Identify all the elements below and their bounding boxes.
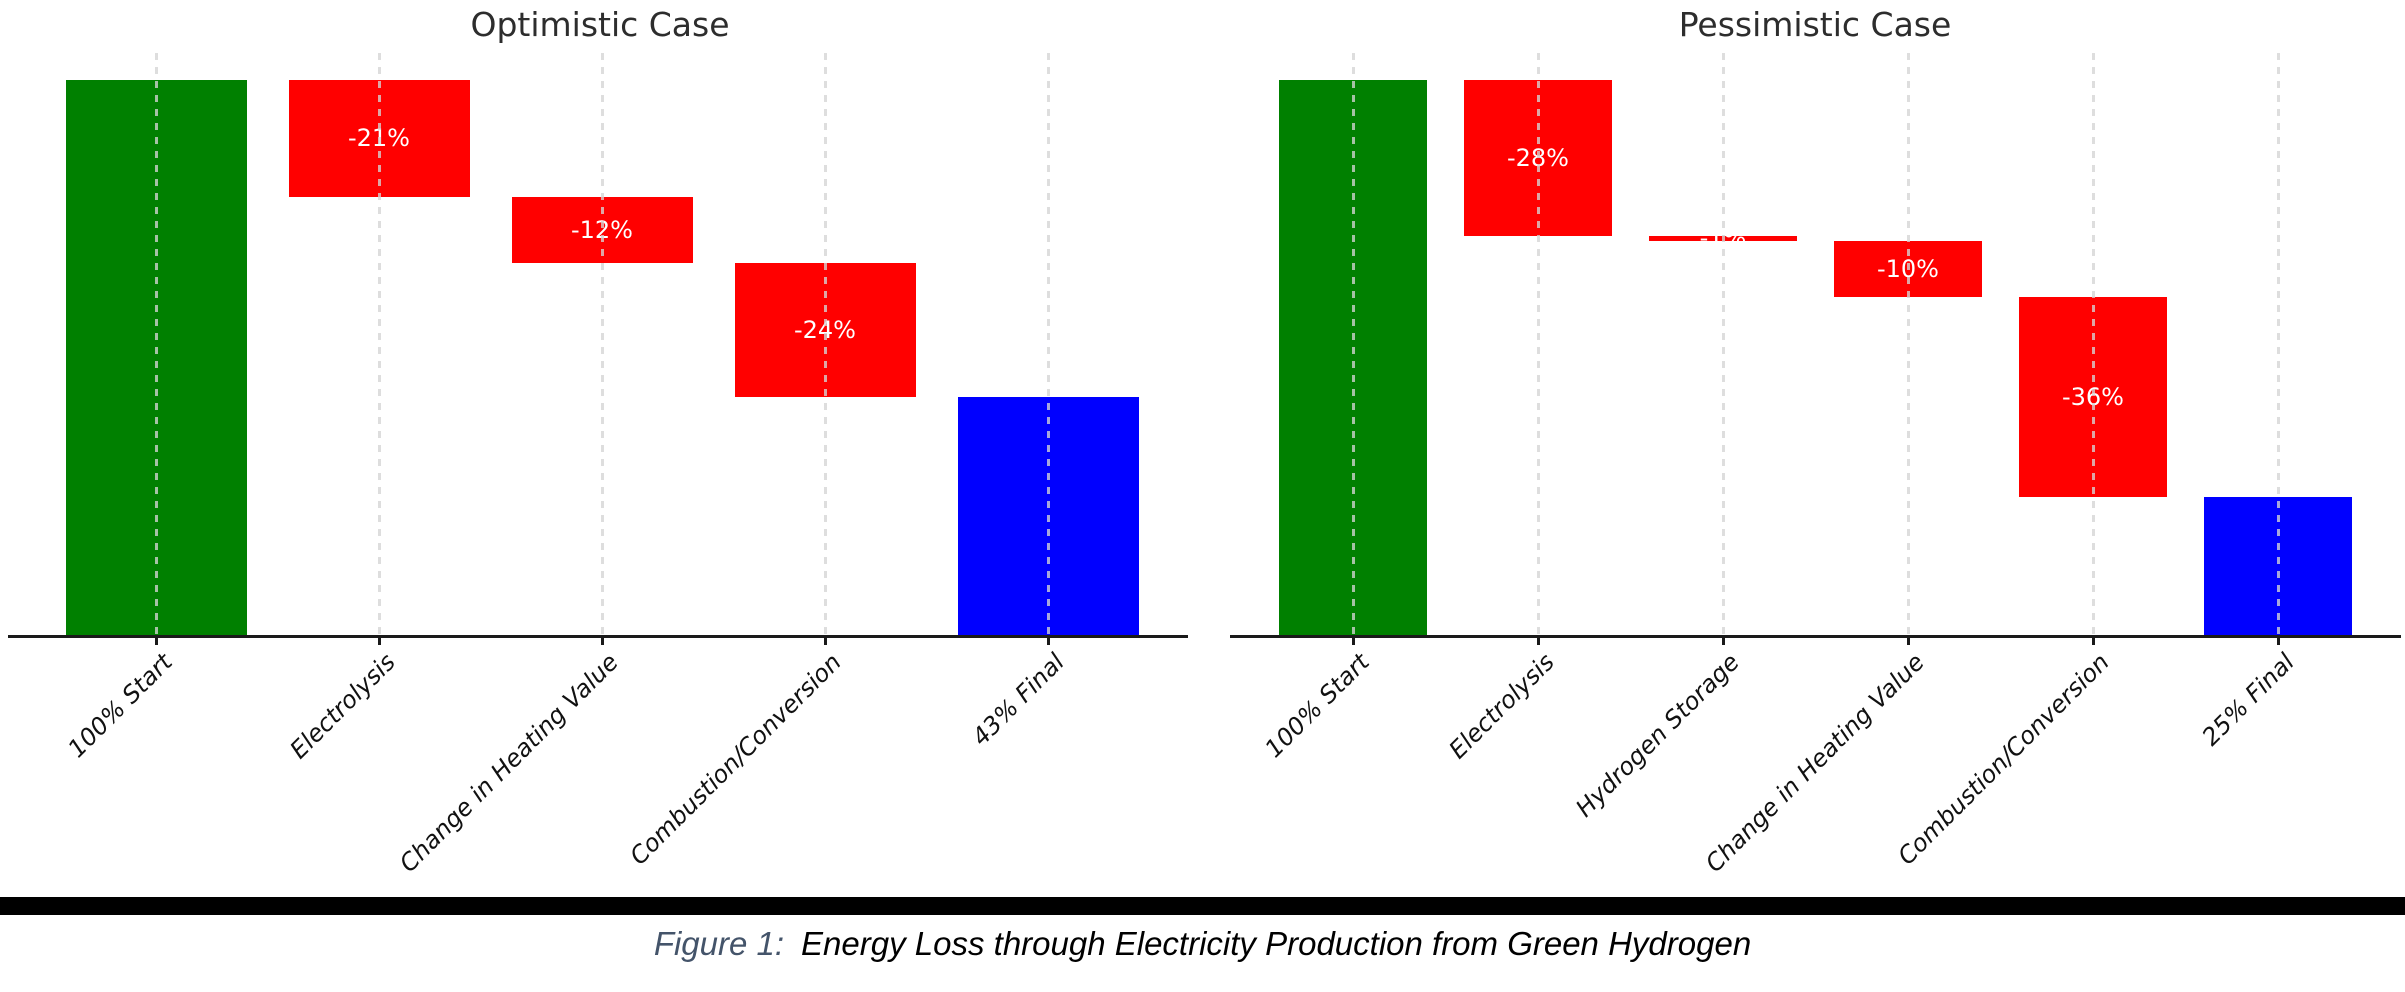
axis-tick — [377, 638, 381, 645]
caption-text: Energy Loss through Electricity Producti… — [801, 925, 1752, 962]
gridline — [1536, 53, 1540, 636]
x-tick-label: Change in Heating Value — [1700, 648, 1930, 878]
x-tick-label: 100% Start — [1259, 648, 1375, 764]
gridline — [154, 53, 158, 636]
axis-tick — [1351, 638, 1355, 645]
chart-title-optimistic: Optimistic Case — [470, 5, 730, 44]
axis-tick — [154, 638, 158, 645]
axis-tick — [600, 638, 604, 645]
x-axis-line — [1230, 635, 2401, 638]
gridline — [600, 53, 604, 636]
axis-tick — [1906, 638, 1910, 645]
gridline — [1906, 53, 1910, 636]
x-tick-label: 100% Start — [62, 648, 178, 764]
x-tick-label: 43% Final — [966, 648, 1070, 752]
caption-figure-number: Figure 1: — [653, 925, 785, 962]
chart-title-pessimistic: Pessimistic Case — [1678, 5, 1952, 44]
axis-tick — [1536, 638, 1540, 645]
gridline — [1351, 53, 1355, 636]
axis-tick — [2091, 638, 2095, 645]
axis-tick — [2276, 638, 2280, 645]
gridline — [377, 53, 381, 636]
gridline — [2091, 53, 2095, 636]
figure-caption: Figure 1: Energy Loss through Electricity… — [0, 921, 2405, 967]
gridline — [1721, 53, 1725, 636]
gridline — [2276, 53, 2280, 636]
x-tick-label: 25% Final — [2196, 648, 2300, 752]
x-tick-label: Combustion/Conversion — [624, 648, 847, 871]
x-tick-label: Hydrogen Storage — [1570, 648, 1745, 823]
gridline — [1046, 53, 1050, 636]
x-axis-line — [8, 635, 1188, 638]
gridline — [823, 53, 827, 636]
axis-tick — [823, 638, 827, 645]
caption-divider-bar — [0, 897, 2405, 915]
axis-tick — [1046, 638, 1050, 645]
x-tick-label: Electrolysis — [1443, 648, 1560, 765]
x-tick-label: Electrolysis — [284, 648, 401, 765]
axis-tick — [1721, 638, 1725, 645]
x-tick-label: Change in Heating Value — [394, 648, 624, 878]
x-tick-label: Combustion/Conversion — [1892, 648, 2115, 871]
